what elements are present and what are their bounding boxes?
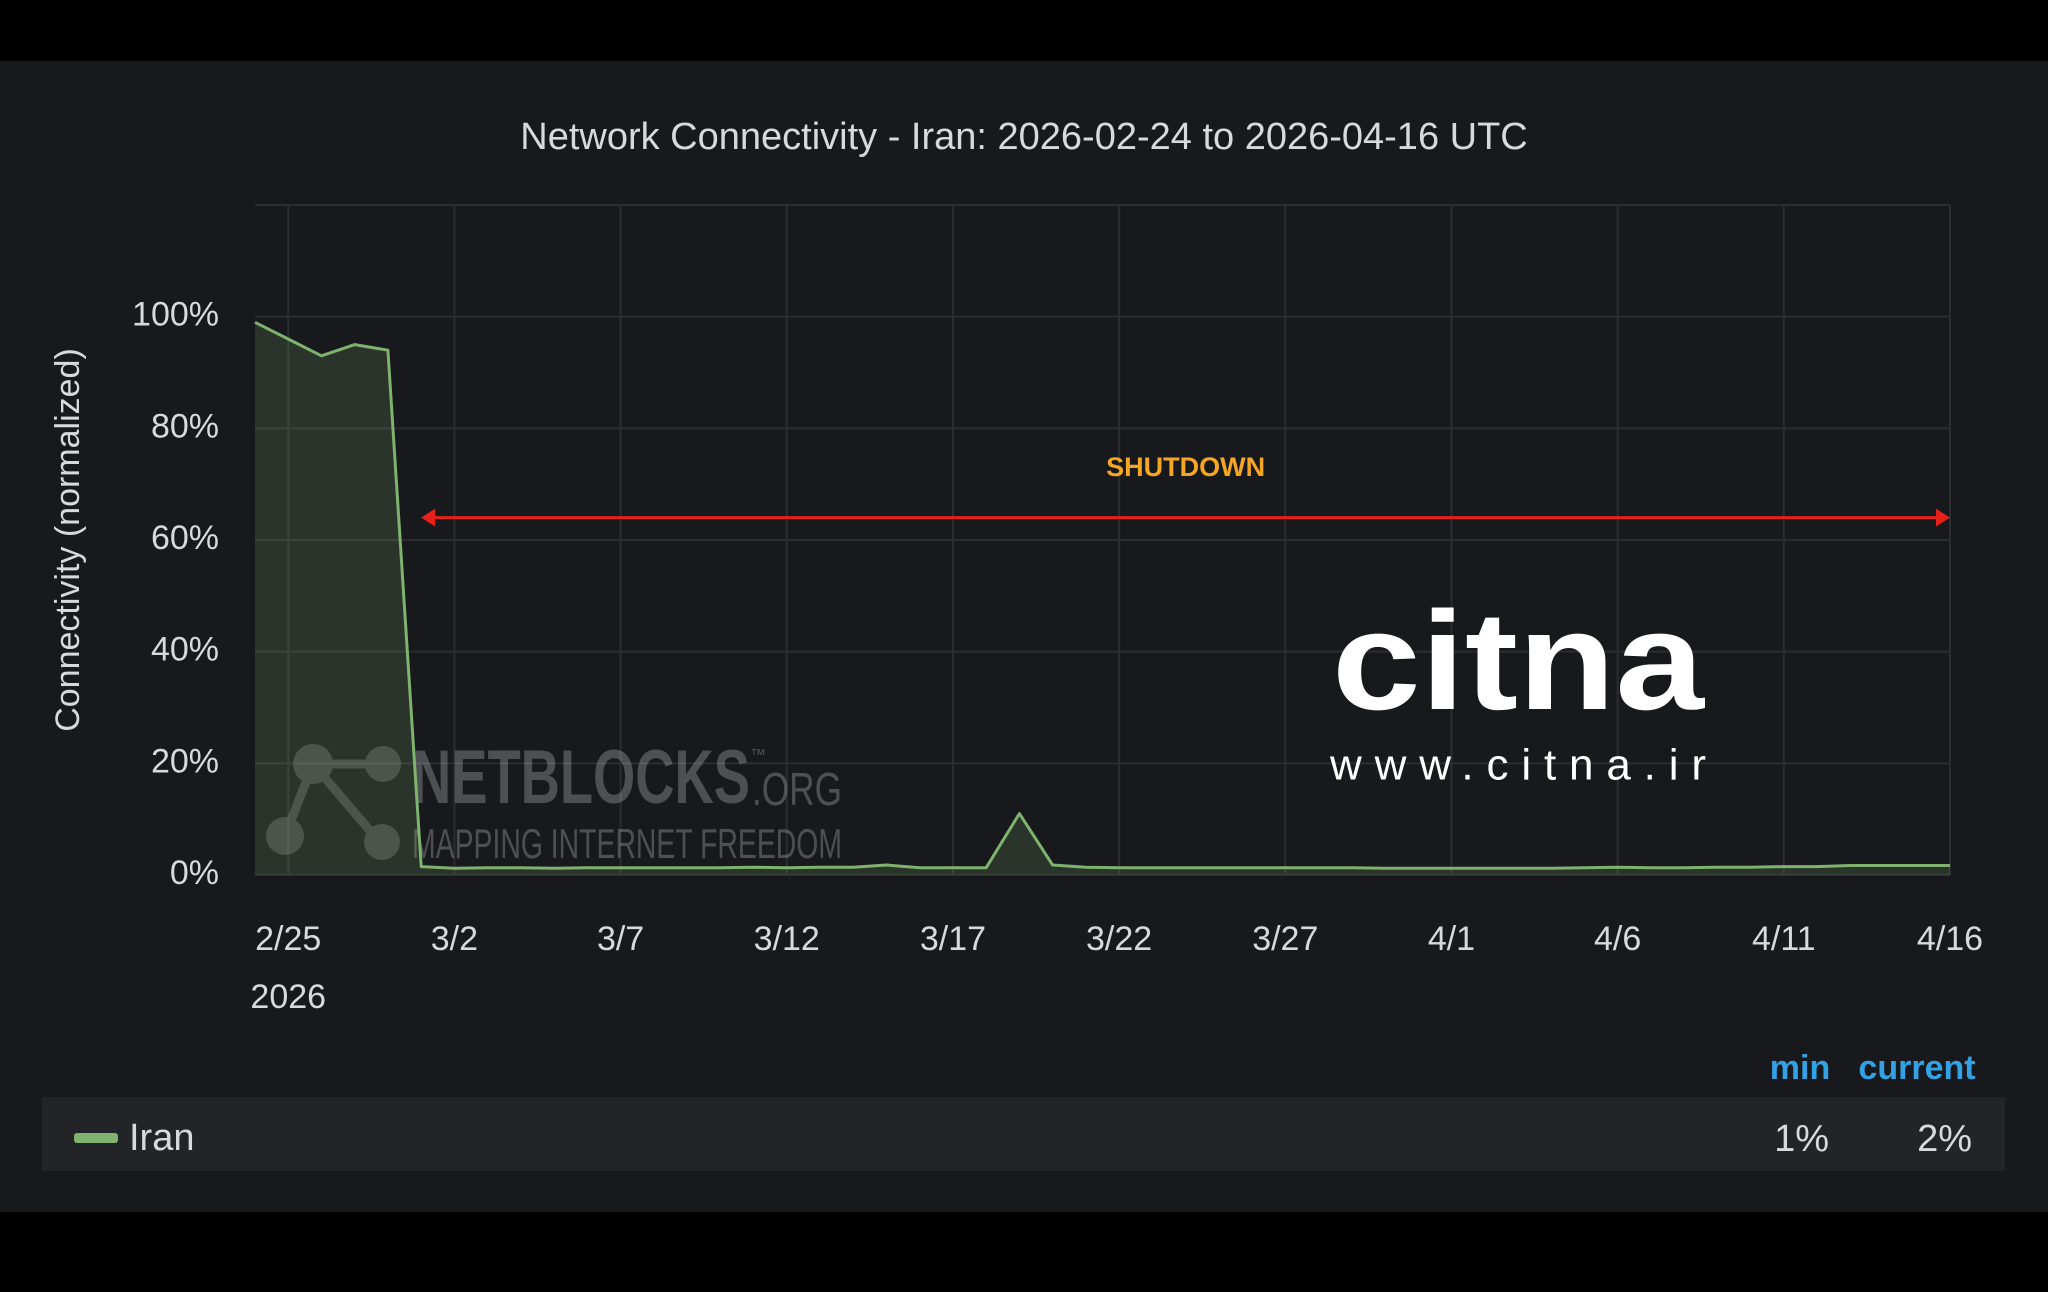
legend-row [42,1097,2005,1171]
chart-title: Network Connectivity - Iran: 2026-02-24 … [520,116,1527,158]
x-tick-label: 4/6 [1594,920,1641,958]
annotation-arrowhead [421,508,436,527]
plot: SHUTDOWN [254,320,1950,875]
panel [0,61,2048,1212]
citna-logo: citna [1332,582,1705,739]
series-line [254,320,1950,870]
x-tick-label: 3/27 [1252,920,1318,958]
grid [255,204,1951,876]
y-axis-title: Connectivity (normalized) [49,348,87,732]
netblocks-tld: .ORG [752,763,842,815]
y-tick-label: 40% [151,631,219,669]
y-tick-label: 100% [132,296,219,334]
legend-stat: 2% [1917,1118,1972,1160]
x-tick-label: 3/2 [431,920,478,958]
netblocks-text: NETBLOCKS [412,735,750,820]
x-tick-label: 2/25 [255,920,321,958]
x-tick-label: 4/16 [1917,920,1983,958]
netblocks-icon [280,759,383,843]
netblocks-tm: ™ [750,747,766,764]
x-year-label: 2026 [250,978,326,1016]
x-tick-label: 3/22 [1086,920,1152,958]
netblocks-watermark: NETBLOCKS .ORG ™ MAPPING INTERNET FREEDO… [266,735,842,867]
annotation-label: SHUTDOWN [1106,452,1265,482]
legend-header: min [1770,1049,1830,1087]
y-tick-label: 20% [151,742,219,780]
netblocks-tagline: MAPPING INTERNET FREEDOM [412,820,842,867]
x-tick-label: 4/1 [1428,920,1475,958]
netblocks-icon-nodes [266,744,401,860]
x-tick-label: 3/7 [597,920,644,958]
legend-header: current [1858,1049,1975,1087]
x-tick-label: 4/11 [1752,920,1816,958]
y-tick-label: 60% [151,519,219,557]
x-tick-label: 3/17 [920,920,986,958]
x-tick-label: 3/12 [754,920,820,958]
legend-entry: Iran [129,1117,194,1159]
annotation-arrowhead [1936,508,1950,527]
y-tick-label: 0% [170,854,219,892]
legend-stat: 1% [1774,1118,1829,1160]
legend-swatch [74,1133,118,1143]
y-tick-label: 80% [151,407,219,445]
